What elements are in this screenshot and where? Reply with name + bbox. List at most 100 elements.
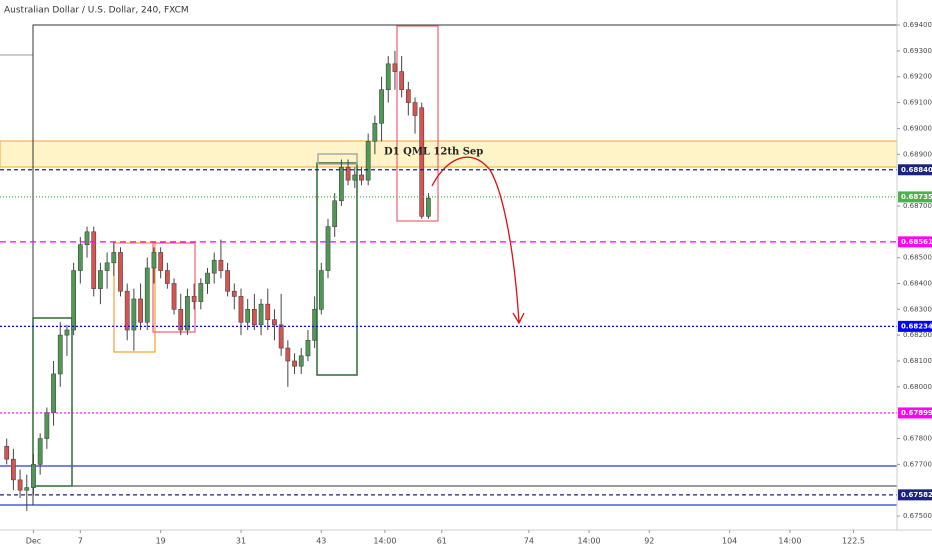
- price-label-box: [898, 489, 932, 501]
- candle-body: [325, 226, 331, 271]
- price-label: 0.67899: [898, 407, 932, 419]
- candle-body: [118, 252, 123, 292]
- candle-body: [111, 252, 117, 264]
- x-tick-label: 14:00: [578, 537, 601, 546]
- x-tick-label: 14:00: [778, 537, 801, 546]
- candle-body: [399, 71, 405, 90]
- x-tick-label: 7: [78, 537, 83, 546]
- y-tick-label: 0.69000: [903, 124, 932, 132]
- x-tick-label: Dec: [26, 537, 41, 546]
- chart-title: Australian Dollar / U.S. Dollar, 240, FX…: [4, 6, 189, 16]
- candle-body: [24, 487, 30, 491]
- candle-body: [359, 174, 364, 181]
- price-label: 0.68561: [898, 236, 932, 248]
- box: [32, 317, 73, 487]
- candles: [4, 50, 431, 511]
- candle-body: [278, 324, 284, 349]
- x-tick-label: 14:00: [373, 537, 396, 546]
- candle-body: [198, 283, 204, 302]
- x-tick-label: 61: [437, 537, 447, 546]
- candle-body: [265, 303, 271, 320]
- candle-body: [352, 174, 358, 181]
- x-tick-label: 19: [156, 537, 166, 546]
- candle-body: [211, 259, 217, 274]
- candle-body: [238, 296, 244, 323]
- y-tick-label: 0.67500: [903, 512, 932, 520]
- price-lines: 0.68840 0.68735 0.68561 0.68234 0.67899 0.675…: [0, 164, 932, 501]
- box: [113, 242, 156, 353]
- candle-body: [245, 309, 251, 323]
- candle-body: [272, 319, 277, 326]
- price-label-box: [898, 407, 932, 419]
- box: [396, 25, 439, 222]
- candle-body: [57, 334, 63, 375]
- y-tick-label: 0.68400: [903, 279, 932, 287]
- box: [316, 162, 358, 376]
- x-tick-label: 31: [236, 537, 246, 546]
- x-tick-label: 104: [722, 537, 737, 546]
- candle-body: [98, 270, 103, 289]
- price-label-text: 0.67582: [901, 491, 932, 499]
- candle-body: [138, 298, 143, 323]
- candle-body: [91, 231, 97, 289]
- x-tick-label: 74: [524, 537, 534, 546]
- candle-body: [178, 309, 184, 331]
- candle-body: [205, 272, 210, 284]
- drawings: [32, 24, 897, 505]
- price-label-text: 0.67899: [901, 409, 932, 417]
- y-tick-label: 0.68900: [903, 150, 932, 158]
- y-tick-label: 0.67700: [903, 460, 932, 468]
- candle-body: [37, 438, 43, 465]
- candle-body: [332, 200, 338, 227]
- candle-body: [405, 89, 411, 103]
- x-tick-label: 122.5: [842, 537, 865, 546]
- price-label-text: 0.68561: [901, 238, 932, 246]
- candle-body: [385, 63, 391, 90]
- candle-body: [71, 270, 77, 331]
- candle-body: [124, 290, 130, 331]
- candle-body: [77, 244, 83, 271]
- price-label-box: [898, 320, 932, 332]
- candle-body: [412, 102, 418, 116]
- y-tick-label: 0.68100: [903, 357, 932, 365]
- candle-body: [426, 197, 431, 217]
- candle-body: [372, 122, 378, 142]
- x-tick-label: 43: [316, 537, 326, 546]
- candle-body: [305, 340, 311, 357]
- price-label: 0.68735: [898, 191, 932, 203]
- candle-body: [158, 252, 164, 271]
- candle-body: [298, 355, 304, 367]
- y-tick-label: 0.69400: [903, 21, 932, 29]
- x-tick-label: 92: [644, 537, 654, 546]
- candle-body: [231, 290, 237, 297]
- candle-body: [185, 296, 190, 331]
- candle-body: [419, 107, 425, 217]
- candle-body: [131, 298, 137, 331]
- candle-body: [17, 479, 23, 491]
- y-tick-label: 0.69300: [903, 47, 932, 55]
- candle-body: [339, 166, 344, 202]
- price-label-box: [898, 191, 932, 203]
- y-tick-label: 0.69200: [903, 73, 932, 81]
- price-label-text: 0.68840: [901, 166, 932, 174]
- price-label-text: 0.68234: [901, 322, 932, 330]
- candle-body: [318, 270, 324, 310]
- candle-body: [379, 89, 384, 124]
- box: [152, 242, 196, 333]
- arrow-head: [512, 312, 525, 325]
- price-label: 0.68234: [898, 320, 932, 332]
- y-tick-label: 0.69100: [903, 99, 932, 107]
- candle-body: [191, 296, 197, 302]
- candle-body: [345, 166, 351, 181]
- candle-body: [51, 373, 56, 413]
- candle-body: [64, 329, 70, 336]
- candle-body: [258, 303, 264, 326]
- y-tick-label: 0.68500: [903, 254, 932, 262]
- candle-body: [84, 231, 90, 246]
- candle-body: [104, 262, 110, 271]
- y-tick-label: 0.68200: [903, 331, 932, 339]
- candle-body: [392, 63, 398, 72]
- price-label: 0.67582: [898, 489, 932, 501]
- candle-body: [11, 458, 16, 481]
